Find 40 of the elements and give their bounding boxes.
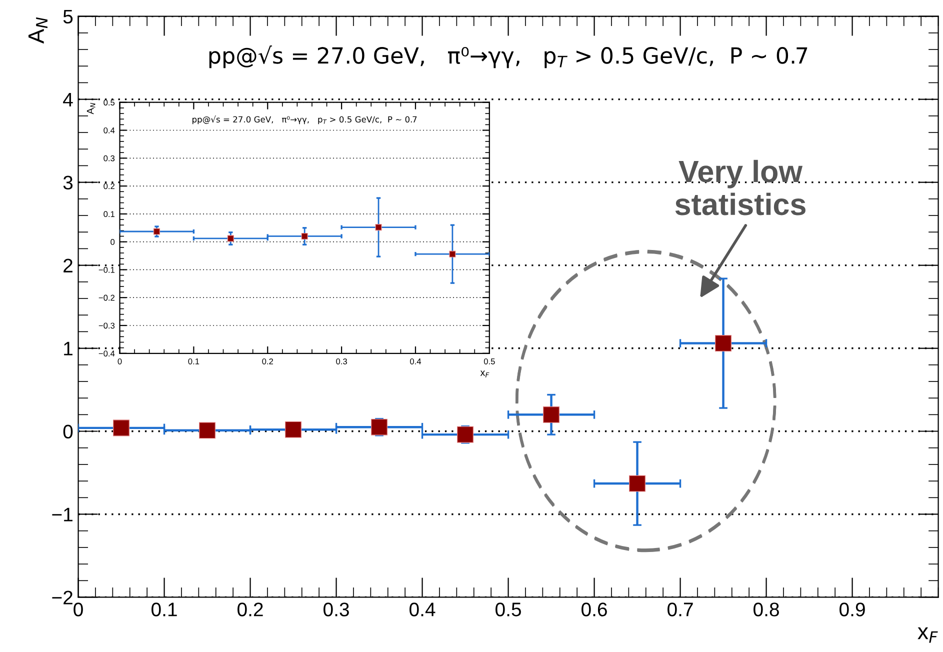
- x-axis-title: x$_{F}$: [918, 627, 938, 643]
- y-tick-label: −1: [52, 508, 72, 522]
- x-tick-label: 0.5: [484, 358, 495, 364]
- x-tick-label: 0: [118, 358, 122, 364]
- x-tick-label: 0.8: [754, 602, 779, 616]
- x-tick-label: 0.6: [582, 602, 607, 616]
- x-tick-label: 0.2: [262, 358, 273, 364]
- y-tick-label: 0.1: [104, 211, 114, 218]
- y-tick-label: −0.3: [98, 322, 115, 329]
- y-tick-label: 0.2: [104, 183, 114, 190]
- x-tick-label: 0: [74, 602, 83, 616]
- x-tick-label: 0.3: [324, 602, 349, 616]
- y-tick-label: 0: [63, 424, 73, 438]
- y-axis-title: A$_{N}$: [28, 17, 48, 44]
- x-tick-label: 0.9: [840, 602, 865, 616]
- annotation: Very low statistics: [675, 160, 806, 216]
- annotation: pp@√s = 27.0 GeV, π⁰→γγ, p$_{T}$ > 0.5 GeV/c, P ~ 0.7: [209, 46, 808, 68]
- y-tick-label: 0: [110, 239, 115, 245]
- x-tick-label: 0.1: [188, 358, 200, 364]
- x-tick-label: 0.3: [336, 358, 347, 364]
- annotation: pp@√s = 27.0 GeV, π⁰→γγ, p$_{T}$ > 0.5 GeV/c, P ~ 0.7: [192, 116, 417, 124]
- y-tick-label: 4: [63, 92, 73, 106]
- y-tick-label: 0.3: [104, 155, 115, 162]
- y-tick-label: −0.1: [98, 266, 114, 273]
- y-tick-label: −2: [52, 590, 72, 604]
- y-tick-label: 1: [64, 342, 72, 356]
- x-tick-label: 0.1: [152, 602, 177, 616]
- x-tick-label: 0.7: [668, 602, 693, 616]
- x-tick-label: 0.4: [410, 358, 422, 364]
- x-tick-label: 0.2: [238, 602, 263, 616]
- y-tick-label: 3: [63, 176, 73, 190]
- x-axis-title: x$_{F}$: [480, 370, 490, 378]
- y-tick-label: 2: [64, 258, 72, 272]
- y-tick-label: −0.2: [98, 294, 114, 301]
- y-axis-title: A$_{N}$: [86, 102, 96, 114]
- x-tick-label: 0.4: [410, 602, 436, 616]
- y-tick-label: −0.4: [98, 350, 115, 356]
- y-tick-label: 5: [63, 10, 73, 24]
- x-tick-label: 0.5: [496, 602, 521, 616]
- y-tick-label: 0.4: [104, 127, 115, 134]
